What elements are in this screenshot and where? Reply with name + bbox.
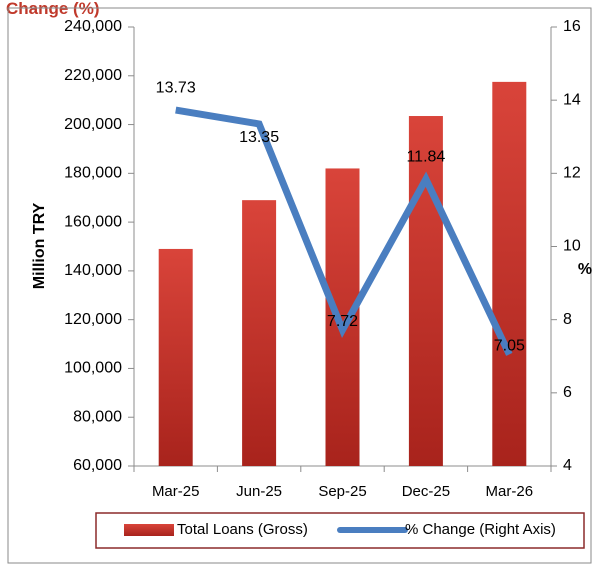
right-tick-label: 10 — [563, 238, 581, 255]
x-tick-label: Jun-25 — [236, 483, 282, 500]
right-tick-label: 12 — [563, 165, 581, 182]
x-tick-label: Sep-25 — [318, 483, 366, 500]
right-tick-label: 6 — [563, 384, 572, 401]
percent-change-line — [175, 106, 513, 356]
left-tick-label: 240,000 — [64, 18, 122, 35]
legend: Total Loans (Gross) % Change (Right Axis… — [95, 512, 585, 549]
line-data-label: 7.72 — [327, 313, 358, 330]
y2-axis-title: % — [578, 261, 592, 278]
left-tick-label: 220,000 — [64, 67, 122, 84]
bar — [242, 200, 277, 466]
y-axis-title: Million TRY — [31, 202, 48, 289]
right-tick-label: 16 — [563, 18, 581, 35]
left-tick-label: 140,000 — [64, 262, 122, 279]
x-tick-label: Mar-25 — [152, 483, 200, 500]
line-data-label: 7.05 — [494, 338, 525, 355]
bar — [158, 248, 193, 466]
right-axis-ticks: 4 6 8 10 12 14 16 — [551, 18, 581, 474]
left-tick-label: 100,000 — [64, 360, 122, 377]
legend-item-percent-change: % Change (Right Axis) — [405, 521, 556, 538]
left-tick-label: 80,000 — [73, 408, 122, 425]
bar — [492, 81, 527, 466]
right-tick-label: 4 — [563, 457, 572, 474]
legend-item-total-loans: Total Loans (Gross) — [177, 521, 308, 538]
line-data-labels: 13.73 13.35 7.72 11.84 7.05 — [156, 79, 525, 354]
x-tick-label: Mar-26 — [486, 483, 534, 500]
left-tick-label: 120,000 — [64, 311, 122, 328]
chart-frame — [7, 7, 592, 564]
line-series — [175, 106, 513, 356]
line-data-label: 13.35 — [239, 129, 279, 146]
line-data-label: 11.84 — [406, 148, 445, 165]
left-tick-label: 60,000 — [73, 457, 122, 474]
bar-series — [158, 81, 527, 467]
chart-header-text: Change (%) — [6, 0, 100, 18]
legend-bar-swatch — [124, 524, 174, 536]
line-data-label: 13.73 — [156, 79, 196, 96]
bar — [408, 116, 443, 467]
left-tick-label: 180,000 — [64, 165, 122, 182]
left-axis-ticks: 60,000 80,000 100,000 120,000 140,000 160,000… — [64, 18, 134, 474]
right-tick-label: 8 — [563, 311, 572, 328]
right-tick-label: 14 — [563, 91, 581, 108]
left-tick-label: 200,000 — [64, 116, 122, 133]
x-axis-ticks: Mar-25 Jun-25 Sep-25 Dec-25 Mar-26 — [133, 466, 552, 500]
left-tick-label: 160,000 — [64, 213, 122, 230]
x-tick-label: Dec-25 — [402, 483, 450, 500]
bar — [325, 168, 360, 466]
